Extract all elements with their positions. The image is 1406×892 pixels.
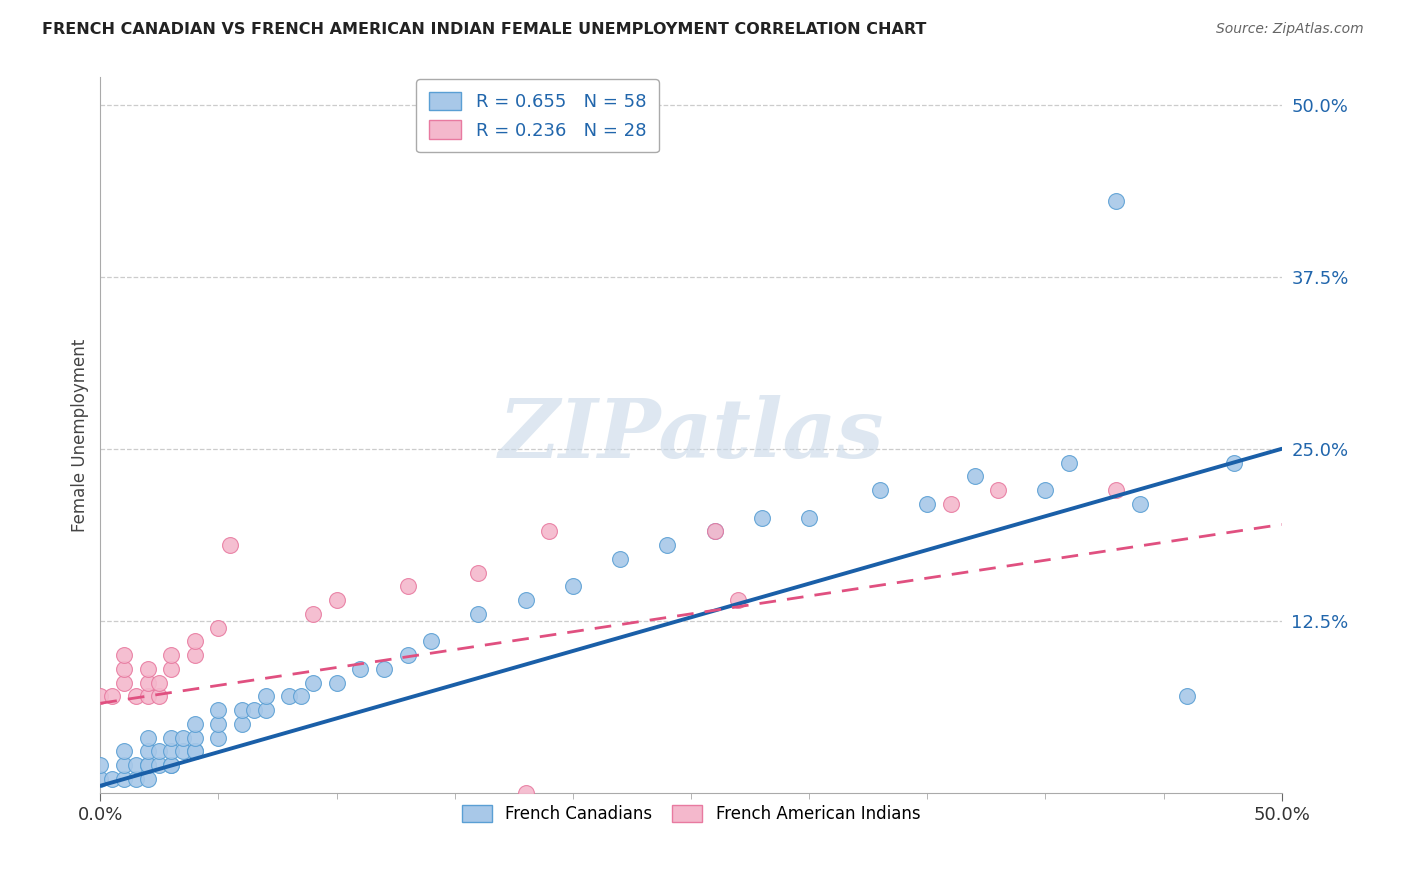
Text: FRENCH CANADIAN VS FRENCH AMERICAN INDIAN FEMALE UNEMPLOYMENT CORRELATION CHART: FRENCH CANADIAN VS FRENCH AMERICAN INDIA…	[42, 22, 927, 37]
Point	[207, 717, 229, 731]
Point	[325, 675, 347, 690]
Point	[136, 662, 159, 676]
Point	[136, 758, 159, 772]
Point	[160, 662, 183, 676]
Point	[703, 524, 725, 539]
Point	[136, 772, 159, 786]
Point	[727, 593, 749, 607]
Point	[207, 621, 229, 635]
Point	[184, 634, 207, 648]
Point	[302, 607, 325, 621]
Point	[609, 551, 631, 566]
Point	[799, 510, 821, 524]
Point	[148, 758, 170, 772]
Point	[1175, 690, 1198, 704]
Point	[125, 758, 148, 772]
Point	[1057, 456, 1080, 470]
Point	[172, 744, 194, 758]
Point	[184, 744, 207, 758]
Point	[467, 566, 489, 580]
Point	[136, 675, 159, 690]
Point	[231, 717, 253, 731]
Legend: French Canadians, French American Indians: French Canadians, French American Indian…	[450, 793, 932, 834]
Point	[184, 731, 207, 745]
Point	[172, 731, 194, 745]
Point	[515, 786, 537, 800]
Point	[278, 690, 301, 704]
Point	[112, 744, 135, 758]
Point	[101, 690, 124, 704]
Point	[939, 497, 962, 511]
Point	[136, 744, 159, 758]
Point	[373, 662, 395, 676]
Point	[112, 675, 135, 690]
Point	[184, 717, 207, 731]
Point	[112, 758, 135, 772]
Point	[963, 469, 986, 483]
Point	[1223, 456, 1246, 470]
Point	[160, 758, 183, 772]
Point	[325, 593, 347, 607]
Point	[254, 703, 277, 717]
Point	[89, 772, 111, 786]
Point	[302, 675, 325, 690]
Point	[869, 483, 891, 497]
Point	[1035, 483, 1057, 497]
Point	[148, 675, 170, 690]
Point	[112, 648, 135, 662]
Point	[160, 758, 183, 772]
Point	[254, 690, 277, 704]
Point	[89, 758, 111, 772]
Point	[125, 690, 148, 704]
Point	[112, 772, 135, 786]
Point	[219, 538, 242, 552]
Point	[349, 662, 371, 676]
Point	[207, 703, 229, 717]
Text: Source: ZipAtlas.com: Source: ZipAtlas.com	[1216, 22, 1364, 37]
Point	[917, 497, 939, 511]
Point	[136, 758, 159, 772]
Point	[243, 703, 266, 717]
Point	[1105, 483, 1128, 497]
Point	[1105, 194, 1128, 209]
Point	[136, 690, 159, 704]
Point	[1129, 497, 1152, 511]
Point	[89, 690, 111, 704]
Point	[396, 648, 419, 662]
Point	[148, 690, 170, 704]
Point	[136, 731, 159, 745]
Point	[112, 662, 135, 676]
Point	[987, 483, 1010, 497]
Point	[101, 772, 124, 786]
Point	[231, 703, 253, 717]
Point	[561, 579, 583, 593]
Point	[538, 524, 561, 539]
Point	[125, 772, 148, 786]
Point	[148, 744, 170, 758]
Point	[703, 524, 725, 539]
Point	[160, 744, 183, 758]
Point	[751, 510, 773, 524]
Y-axis label: Female Unemployment: Female Unemployment	[72, 338, 89, 532]
Point	[467, 607, 489, 621]
Point	[396, 579, 419, 593]
Point	[184, 648, 207, 662]
Point	[420, 634, 443, 648]
Text: ZIPatlas: ZIPatlas	[498, 395, 884, 475]
Point	[657, 538, 679, 552]
Point	[515, 593, 537, 607]
Point	[160, 731, 183, 745]
Point	[207, 731, 229, 745]
Point	[290, 690, 312, 704]
Point	[184, 744, 207, 758]
Point	[160, 648, 183, 662]
